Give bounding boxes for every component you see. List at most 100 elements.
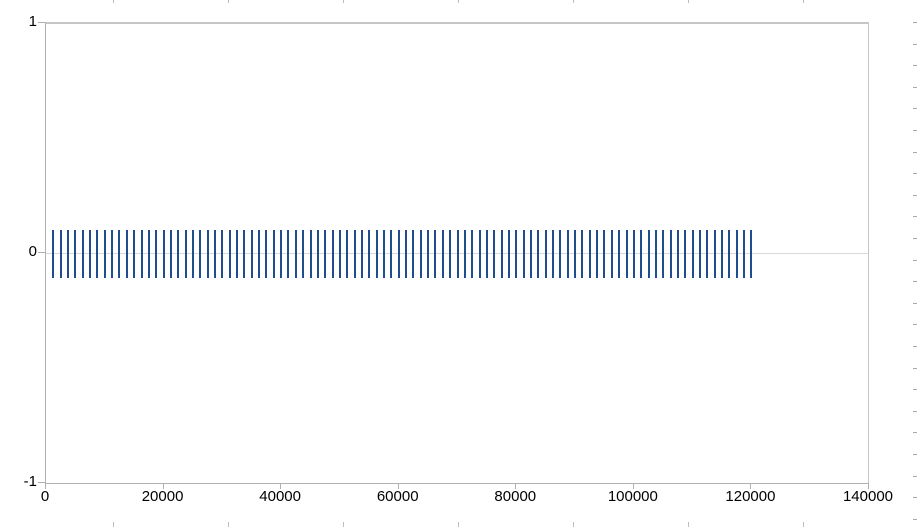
impulse-bar bbox=[243, 229, 246, 279]
impulse-bar bbox=[537, 229, 540, 279]
cell-border-dash-bottom bbox=[113, 522, 114, 527]
impulse-bar bbox=[390, 229, 393, 279]
impulse-bar bbox=[214, 229, 216, 279]
impulse-bar bbox=[111, 229, 114, 279]
x-axis-tick bbox=[397, 483, 399, 489]
cell-border-dash-right bbox=[913, 86, 917, 88]
impulse-bar bbox=[375, 229, 378, 279]
y-axis-tick bbox=[38, 22, 45, 23]
impulse-bar bbox=[618, 229, 621, 279]
impulse-bar bbox=[706, 229, 709, 279]
impulse-bar bbox=[544, 229, 547, 279]
x-axis-tick-label: 80000 bbox=[494, 488, 537, 505]
impulse-bar bbox=[177, 229, 180, 279]
impulse-bar bbox=[169, 229, 172, 279]
cell-border-dash-right bbox=[913, 108, 917, 110]
y-axis-tick bbox=[38, 482, 45, 483]
cell-border-dash-top bbox=[228, 0, 229, 3]
x-axis-tick-label: 120000 bbox=[725, 488, 776, 505]
cell-border-dash-right bbox=[913, 302, 917, 304]
cell-border-dash-right bbox=[913, 432, 917, 434]
impulse-bar bbox=[96, 229, 99, 279]
impulse-bar bbox=[412, 229, 415, 279]
impulse-bar bbox=[698, 229, 701, 279]
impulse-bar bbox=[588, 229, 591, 279]
impulse-bar bbox=[294, 229, 297, 279]
impulse-bar bbox=[265, 229, 268, 279]
impulse-bar bbox=[654, 229, 657, 279]
impulse-bar bbox=[500, 229, 503, 279]
impulse-bar bbox=[199, 229, 202, 279]
cell-border-dash-bottom bbox=[458, 522, 459, 527]
cell-border-dash-right bbox=[913, 259, 917, 261]
x-axis-tick bbox=[280, 483, 282, 489]
impulse-bar bbox=[147, 229, 150, 279]
impulse-bar bbox=[610, 229, 613, 279]
impulse-bar bbox=[625, 229, 628, 279]
impulse-bar bbox=[507, 229, 510, 279]
cell-border-dash-right bbox=[913, 367, 917, 369]
impulse-bar bbox=[728, 229, 731, 279]
impulse-bar bbox=[596, 229, 599, 279]
impulse-bar bbox=[191, 229, 194, 279]
impulse-bar bbox=[155, 229, 158, 279]
impulse-bar bbox=[419, 229, 422, 279]
y-axis-tick-label: 0 bbox=[28, 243, 37, 260]
impulse-bar bbox=[493, 229, 496, 279]
cell-border-dash-top bbox=[803, 0, 804, 3]
impulse-bar bbox=[669, 229, 672, 279]
impulse-bar bbox=[684, 229, 687, 279]
impulse-bar bbox=[81, 229, 84, 279]
impulse-bar bbox=[441, 229, 444, 279]
cell-border-dash-top bbox=[343, 0, 344, 3]
impulse-bar bbox=[463, 229, 466, 279]
impulse-bar bbox=[258, 229, 261, 279]
y-axis-tick-label: -1 bbox=[23, 473, 37, 490]
impulse-bar bbox=[221, 229, 224, 279]
cell-border-dash-right bbox=[913, 346, 917, 347]
impulse-bar bbox=[162, 229, 165, 279]
impulse-bar bbox=[471, 229, 474, 279]
x-axis-tick-label: 140000 bbox=[842, 488, 894, 505]
impulse-bar bbox=[206, 229, 209, 279]
impulse-bar bbox=[353, 229, 356, 279]
x-axis-tick-label: 20000 bbox=[141, 488, 184, 505]
x-axis-tick-label: 40000 bbox=[259, 488, 301, 505]
cell-border-dash-bottom bbox=[228, 522, 229, 527]
cell-border-dash-right bbox=[913, 173, 917, 175]
impulse-bar bbox=[280, 229, 283, 279]
cell-border-dash-top bbox=[573, 0, 574, 3]
impulse-bar bbox=[603, 229, 606, 279]
impulse-bar bbox=[449, 229, 452, 279]
x-axis-tick-label: 60000 bbox=[376, 488, 419, 505]
impulse-bar bbox=[360, 229, 363, 279]
cell-border-dash-top bbox=[688, 0, 689, 3]
cell-border-dash-bottom bbox=[573, 522, 574, 527]
y-axis-tick bbox=[38, 252, 45, 253]
impulse-bar bbox=[750, 229, 753, 279]
x-axis-tick bbox=[45, 483, 46, 489]
cell-border-dash-right bbox=[913, 216, 917, 218]
y-axis-tick-label: 1 bbox=[28, 13, 37, 30]
impulse-bar bbox=[52, 229, 55, 279]
impulse-bar bbox=[125, 229, 128, 279]
impulse-bar bbox=[67, 229, 70, 279]
plot-area bbox=[45, 22, 869, 484]
cell-border-dash-bottom bbox=[688, 522, 689, 527]
impulse-bar bbox=[250, 229, 253, 279]
cell-border-dash-right bbox=[913, 130, 917, 131]
impulse-bar bbox=[735, 229, 738, 279]
impulse-bar bbox=[74, 229, 77, 279]
impulse-bar bbox=[515, 229, 518, 279]
x-axis-tick-label: 100000 bbox=[607, 488, 658, 505]
cell-border-dash-right bbox=[913, 194, 917, 196]
impulse-bar bbox=[632, 229, 635, 279]
x-axis-tick bbox=[868, 483, 869, 489]
impulse-bar bbox=[236, 229, 239, 279]
cell-border-dash-top bbox=[113, 0, 114, 3]
impulse-bar bbox=[383, 229, 386, 279]
cell-border-dash-right bbox=[913, 65, 917, 67]
impulse-bar bbox=[721, 229, 724, 279]
x-axis-tick bbox=[632, 483, 634, 489]
cell-border-dash-bottom bbox=[803, 522, 804, 527]
